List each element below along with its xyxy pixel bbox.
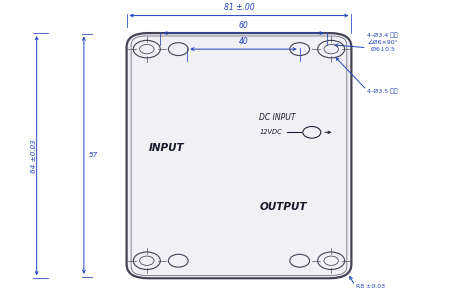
Text: 60: 60 (239, 21, 249, 30)
Text: R8 ±0.03: R8 ±0.03 (356, 283, 385, 289)
Text: INPUT: INPUT (149, 143, 185, 153)
Text: 4-Ø3.4 贯穿
∠Ø6×90°
  Ø6↓0.5: 4-Ø3.4 贯穿 ∠Ø6×90° Ø6↓0.5 (367, 32, 398, 52)
Text: OUTPUT: OUTPUT (259, 202, 307, 212)
Text: 40: 40 (239, 37, 249, 46)
Text: DC INPUT: DC INPUT (259, 113, 296, 122)
Text: 4-Ø3.5 贯穿: 4-Ø3.5 贯穿 (367, 89, 398, 94)
Text: 57: 57 (89, 152, 98, 158)
FancyBboxPatch shape (127, 33, 351, 278)
Text: 12VDC: 12VDC (259, 129, 282, 135)
Text: 81 ±.00: 81 ±.00 (224, 3, 254, 12)
Text: 64 ±0.03: 64 ±0.03 (32, 139, 37, 173)
